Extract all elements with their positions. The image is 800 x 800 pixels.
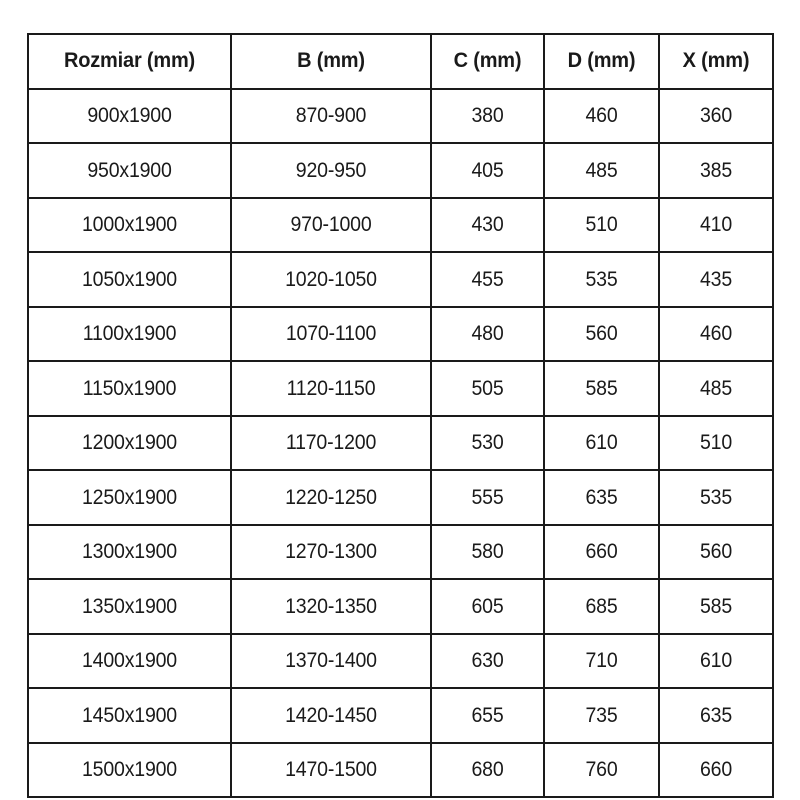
cell-b: 1370-1400 (237, 632, 425, 689)
cell-x: 435 (662, 251, 770, 308)
cell-c: 505 (434, 360, 541, 417)
column-header-c: C (mm) (434, 33, 541, 90)
cell-size: 900x1900 (34, 87, 225, 144)
cell-d: 760 (547, 741, 656, 798)
cell-d: 660 (547, 523, 656, 580)
cell-x: 635 (662, 687, 770, 744)
cell-size: 1500x1900 (34, 741, 225, 798)
cell-d: 485 (547, 142, 656, 199)
table-row: 1000x1900 970-1000 430 510 410 (28, 196, 773, 253)
cell-size: 1050x1900 (34, 251, 225, 308)
cell-c: 680 (434, 741, 541, 798)
cell-d: 585 (547, 360, 656, 417)
cell-size: 1200x1900 (34, 414, 225, 471)
cell-d: 735 (547, 687, 656, 744)
cell-d: 460 (547, 87, 656, 144)
cell-c: 580 (434, 523, 541, 580)
cell-d: 560 (547, 305, 656, 362)
cell-d: 635 (547, 469, 656, 526)
cell-size: 950x1900 (34, 142, 225, 199)
cell-c: 555 (434, 469, 541, 526)
cell-b: 1170-1200 (237, 414, 425, 471)
cell-b: 1270-1300 (237, 523, 425, 580)
cell-b: 970-1000 (237, 196, 425, 253)
table-row: 1450x1900 1420-1450 655 735 635 (28, 687, 773, 744)
table-row: 1250x1900 1220-1250 555 635 535 (28, 469, 773, 526)
cell-x: 535 (662, 469, 770, 526)
cell-x: 510 (662, 414, 770, 471)
cell-b: 920-950 (237, 142, 425, 199)
column-header-size: Rozmiar (mm) (34, 33, 225, 90)
cell-c: 405 (434, 142, 541, 199)
cell-d: 710 (547, 632, 656, 689)
cell-size: 1450x1900 (34, 687, 225, 744)
cell-x: 410 (662, 196, 770, 253)
table-row: 1100x1900 1070-1100 480 560 460 (28, 305, 773, 362)
cell-c: 380 (434, 87, 541, 144)
table-body: 900x1900 870-900 380 460 360 950x1900 920-950 4… (28, 87, 773, 798)
cell-d: 535 (547, 251, 656, 308)
table-header-row: Rozmiar (mm) B (mm) C (mm) D (mm) X (mm) (28, 33, 773, 90)
cell-c: 480 (434, 305, 541, 362)
cell-c: 530 (434, 414, 541, 471)
cell-c: 430 (434, 196, 541, 253)
specification-table: Rozmiar (mm) B (mm) C (mm) D (mm) X (mm)… (27, 33, 774, 798)
cell-c: 630 (434, 632, 541, 689)
column-header-x: X (mm) (662, 33, 770, 90)
column-header-b: B (mm) (237, 33, 425, 90)
cell-c: 655 (434, 687, 541, 744)
table-row: 1050x1900 1020-1050 455 535 435 (28, 251, 773, 308)
cell-b: 1420-1450 (237, 687, 425, 744)
cell-c: 455 (434, 251, 541, 308)
cell-x: 460 (662, 305, 770, 362)
cell-x: 360 (662, 87, 770, 144)
cell-b: 1470-1500 (237, 741, 425, 798)
table-header: Rozmiar (mm) B (mm) C (mm) D (mm) X (mm) (28, 33, 773, 90)
cell-x: 560 (662, 523, 770, 580)
cell-b: 870-900 (237, 87, 425, 144)
table-row: 900x1900 870-900 380 460 360 (28, 87, 773, 144)
table-row: 950x1900 920-950 405 485 385 (28, 142, 773, 199)
cell-b: 1120-1150 (237, 360, 425, 417)
cell-b: 1070-1100 (237, 305, 425, 362)
cell-size: 1000x1900 (34, 196, 225, 253)
cell-x: 385 (662, 142, 770, 199)
cell-b: 1320-1350 (237, 578, 425, 635)
cell-x: 485 (662, 360, 770, 417)
cell-size: 1350x1900 (34, 578, 225, 635)
cell-c: 605 (434, 578, 541, 635)
table-row: 1150x1900 1120-1150 505 585 485 (28, 360, 773, 417)
cell-d: 510 (547, 196, 656, 253)
cell-d: 685 (547, 578, 656, 635)
cell-b: 1220-1250 (237, 469, 425, 526)
cell-size: 1150x1900 (34, 360, 225, 417)
table-row: 1400x1900 1370-1400 630 710 610 (28, 632, 773, 689)
cell-b: 1020-1050 (237, 251, 425, 308)
table-row: 1500x1900 1470-1500 680 760 660 (28, 741, 773, 798)
table-row: 1350x1900 1320-1350 605 685 585 (28, 578, 773, 635)
cell-d: 610 (547, 414, 656, 471)
column-header-d: D (mm) (547, 33, 656, 90)
table-row: 1300x1900 1270-1300 580 660 560 (28, 523, 773, 580)
cell-size: 1300x1900 (34, 523, 225, 580)
cell-size: 1250x1900 (34, 469, 225, 526)
cell-x: 585 (662, 578, 770, 635)
cell-size: 1400x1900 (34, 632, 225, 689)
table-row: 1200x1900 1170-1200 530 610 510 (28, 414, 773, 471)
cell-x: 610 (662, 632, 770, 689)
cell-size: 1100x1900 (34, 305, 225, 362)
cell-x: 660 (662, 741, 770, 798)
